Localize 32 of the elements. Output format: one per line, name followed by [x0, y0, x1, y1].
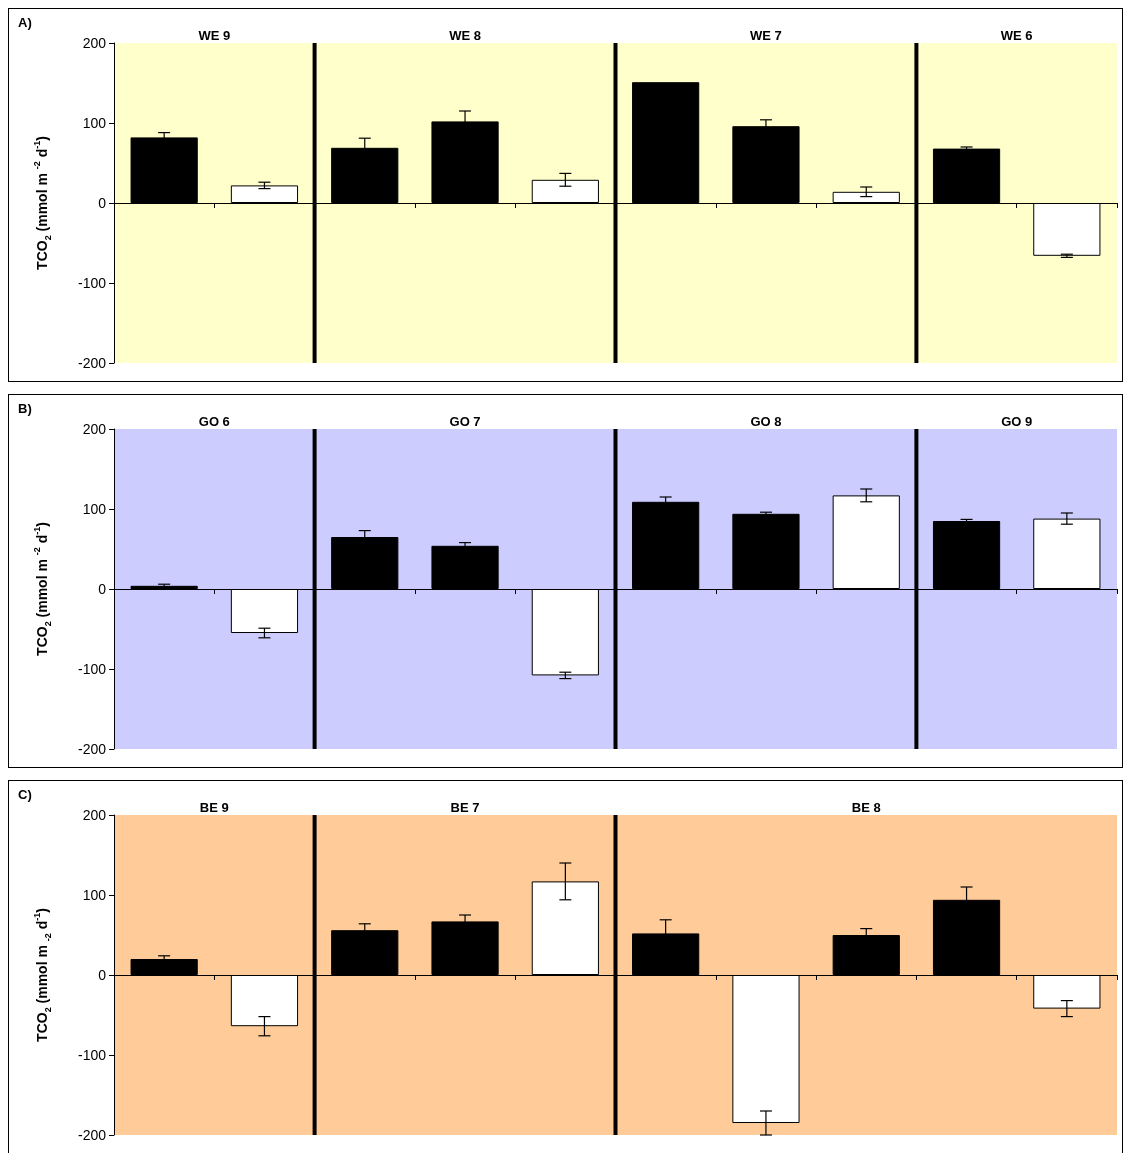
text: GO 6 — [198, 413, 230, 429]
y-tick-label: -200 — [77, 355, 107, 371]
y-axis-title: TCO2 (mmol m -2 d-1) — [31, 136, 53, 270]
y-axis-title: TCO2 (mmol m -2 d-1) — [31, 908, 53, 1042]
text: BE 7 — [450, 799, 480, 815]
y-axis-title: TCO2 (mmol m -2 d-1) — [31, 522, 53, 656]
chart-title: C) — [18, 787, 32, 802]
text: GO 8 — [750, 413, 782, 429]
y-tick-label: -200 — [77, 1127, 107, 1143]
y-tick-label: 0 — [98, 581, 107, 597]
text: BE 8 — [851, 799, 881, 815]
y-tick-label: -200 — [77, 741, 107, 757]
text: WE 8 — [449, 27, 481, 43]
y-tick-label: -100 — [77, 661, 107, 677]
y-tick-label: 200 — [82, 35, 107, 51]
text: WE 6 — [1000, 27, 1033, 43]
y-tick-label: 0 — [98, 967, 107, 983]
text: GO 7 — [449, 413, 481, 429]
text: BE 9 — [199, 799, 229, 815]
y-tick-label: -100 — [77, 275, 107, 291]
y-tick-label: 100 — [82, 115, 107, 131]
y-tick-label: 0 — [98, 195, 107, 211]
chart-title: B) — [18, 401, 32, 416]
y-tick-label: 100 — [82, 501, 107, 517]
y-tick-label: -100 — [77, 1047, 107, 1063]
text: GO 9 — [1001, 413, 1033, 429]
y-tick-label: 200 — [82, 807, 107, 823]
y-tick-label: 200 — [82, 421, 107, 437]
text: WE 7 — [750, 27, 782, 43]
chart-title: A) — [18, 15, 32, 30]
text: WE 9 — [198, 27, 231, 43]
y-tick-label: 100 — [82, 887, 107, 903]
